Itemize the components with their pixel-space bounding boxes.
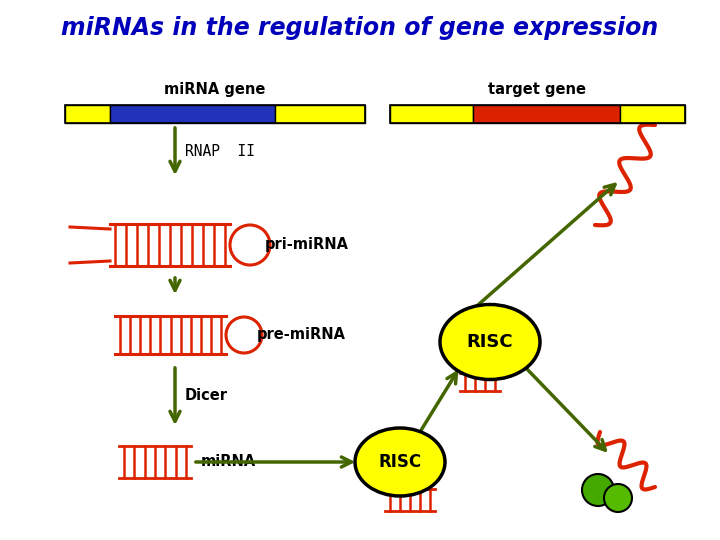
Circle shape bbox=[582, 474, 614, 506]
Bar bbox=[620, 105, 685, 123]
Bar bbox=[390, 105, 685, 123]
Circle shape bbox=[604, 484, 632, 512]
Text: miRNA gene: miRNA gene bbox=[164, 82, 266, 97]
Bar bbox=[390, 105, 472, 123]
Bar bbox=[65, 105, 110, 123]
Bar bbox=[65, 105, 365, 123]
Bar bbox=[275, 105, 365, 123]
Text: RISC: RISC bbox=[379, 453, 422, 471]
Text: miRNA: miRNA bbox=[201, 455, 256, 469]
Text: pre-miRNA: pre-miRNA bbox=[257, 327, 346, 342]
Text: RISC: RISC bbox=[467, 333, 513, 351]
Ellipse shape bbox=[355, 428, 445, 496]
Bar bbox=[110, 105, 275, 123]
Text: miRNAs in the regulation of gene expression: miRNAs in the regulation of gene express… bbox=[61, 16, 659, 40]
Bar bbox=[472, 105, 620, 123]
Text: Dicer: Dicer bbox=[185, 388, 228, 402]
Text: RNAP  II: RNAP II bbox=[185, 145, 255, 159]
Text: target gene: target gene bbox=[488, 82, 587, 97]
Ellipse shape bbox=[440, 305, 540, 380]
Text: pri-miRNA: pri-miRNA bbox=[265, 238, 349, 253]
